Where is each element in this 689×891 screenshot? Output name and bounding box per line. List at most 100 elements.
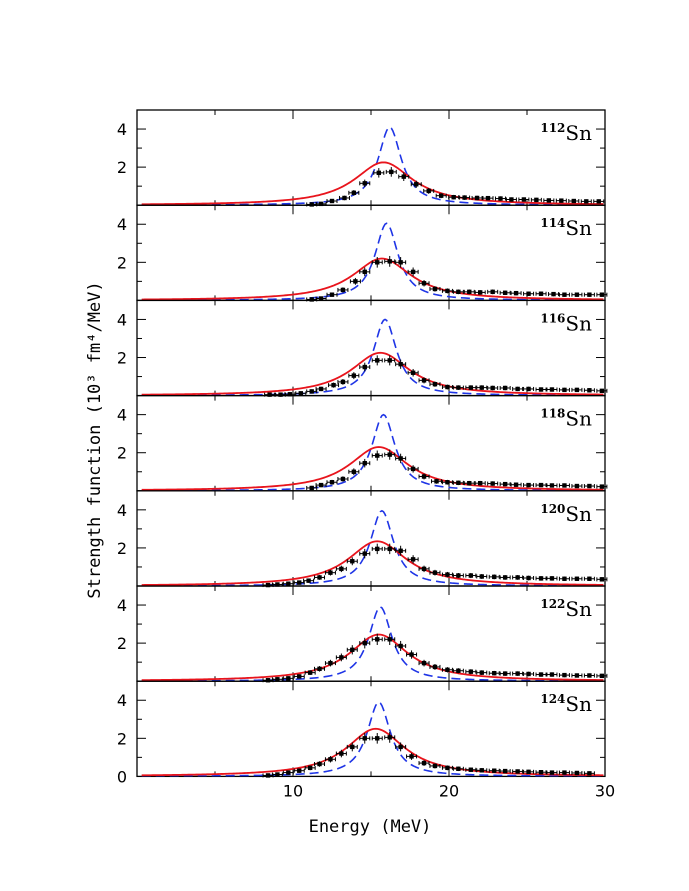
data-point [505, 197, 517, 202]
series-line-solid [141, 633, 604, 682]
data-marker [278, 392, 283, 397]
data-point [359, 637, 371, 649]
data-marker [362, 181, 367, 186]
data-point [429, 381, 441, 387]
y-tick-label: 2 [117, 729, 127, 748]
data-marker [549, 387, 555, 392]
data-point [558, 483, 570, 488]
data-point [441, 571, 453, 578]
data-point [337, 379, 349, 385]
data-point [571, 387, 583, 393]
isotope-symbol: Sn [565, 502, 592, 526]
isotope-symbol: Sn [565, 692, 592, 716]
data-point [452, 289, 464, 295]
data-marker [331, 382, 336, 388]
data-point [583, 771, 595, 776]
isotope-mass-number: 122 [540, 597, 565, 611]
data-marker [599, 673, 605, 679]
data-marker [410, 370, 416, 375]
series-line-solid [141, 257, 604, 301]
data-point [452, 766, 464, 772]
data-point [523, 386, 535, 392]
data-point [326, 292, 338, 297]
data-point [596, 673, 608, 679]
data-marker [265, 773, 271, 778]
data-point [346, 742, 358, 752]
data-marker [485, 195, 491, 201]
data-marker [309, 297, 314, 302]
panel-frame [136, 109, 606, 206]
data-point [324, 659, 336, 667]
isotope-symbol: Sn [565, 407, 592, 431]
data-marker [387, 358, 392, 363]
data-marker [479, 670, 484, 675]
data-marker [538, 482, 544, 488]
data-point [571, 770, 583, 776]
data-point [471, 195, 483, 201]
data-marker [362, 736, 367, 741]
data-point [359, 548, 371, 559]
data-point [293, 674, 305, 679]
data-marker [414, 182, 419, 187]
data-point [494, 196, 506, 201]
data-point [418, 473, 430, 480]
data-point [335, 653, 347, 662]
data-point [306, 389, 318, 394]
data-point [583, 388, 595, 393]
data-marker [329, 292, 335, 297]
data-marker [468, 669, 474, 674]
data-marker [526, 291, 531, 296]
series-line-dashed [141, 606, 604, 682]
data-marker [309, 202, 314, 207]
isotope-label: 120Sn [540, 502, 592, 526]
data-marker [445, 384, 450, 390]
data-marker [409, 652, 414, 657]
data-marker [599, 577, 605, 582]
data-point [335, 565, 347, 573]
isotope-symbol: Sn [565, 311, 592, 335]
data-marker [584, 199, 589, 204]
isotope-label: 118Sn [540, 407, 592, 431]
data-marker [574, 483, 580, 489]
data-point [499, 481, 511, 487]
y-tick-label: 4 [117, 120, 127, 139]
data-point [407, 465, 419, 473]
data-point [499, 768, 511, 774]
data-point [293, 580, 305, 585]
data-marker [587, 388, 592, 393]
data-marker [562, 770, 567, 775]
x-axis-title: Energy (MeV) [309, 817, 432, 837]
data-marker [340, 476, 346, 482]
series-line-solid [141, 540, 604, 586]
data-point [546, 387, 558, 392]
data-point [510, 290, 522, 296]
data-point [465, 385, 477, 390]
data-marker [421, 378, 427, 383]
isotope-symbol: Sn [565, 216, 592, 240]
data-point [555, 198, 567, 203]
data-marker [286, 676, 291, 681]
data-point [384, 449, 396, 460]
data-point [441, 384, 453, 390]
data-marker [587, 771, 592, 776]
data-marker [599, 388, 605, 394]
data-marker [502, 290, 508, 295]
data-point [359, 267, 371, 277]
data-marker [445, 288, 450, 294]
data-marker [362, 551, 367, 556]
data-marker [492, 574, 497, 580]
data-point [463, 289, 475, 295]
data-marker [329, 480, 335, 485]
data-point [373, 168, 385, 178]
data-point [499, 385, 511, 391]
data-marker [574, 770, 580, 776]
data-marker [551, 291, 556, 297]
data-marker [362, 269, 367, 275]
data-marker [526, 671, 531, 677]
data-point [326, 198, 338, 204]
data-point [488, 670, 500, 676]
data-marker [492, 671, 497, 676]
data-point [558, 770, 570, 775]
data-point [546, 483, 558, 488]
data-marker [339, 566, 344, 572]
